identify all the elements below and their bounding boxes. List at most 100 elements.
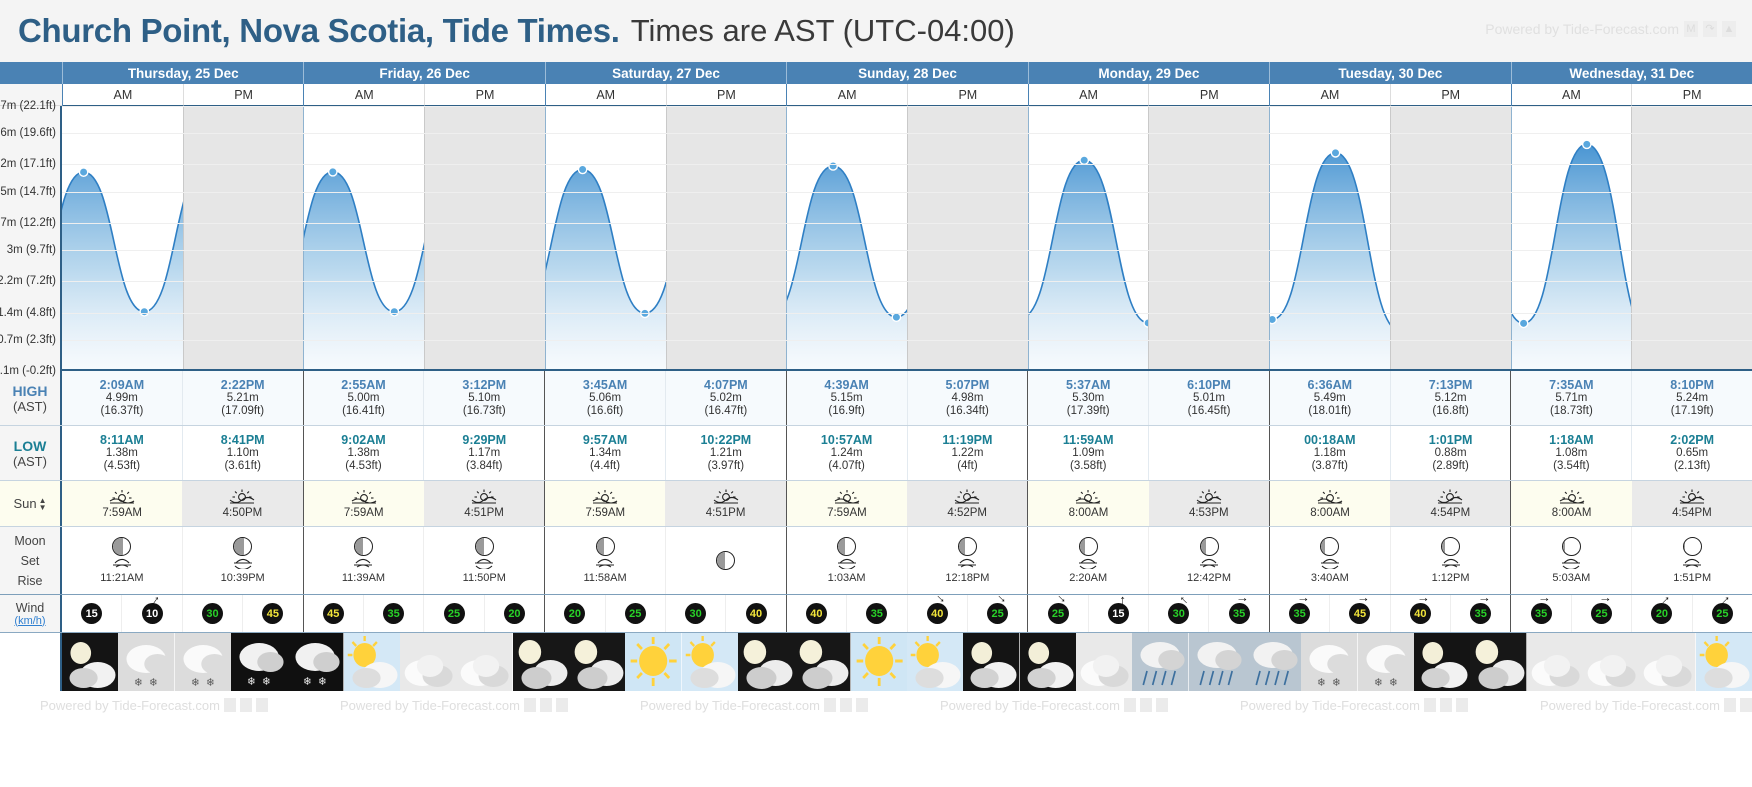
low-tide-row: LOW (AST) 8:11AM 1.38m (4.53ft) 8:41PM 1.10m… [0, 426, 1752, 481]
am-pm-day-6: AM PM [1510, 84, 1752, 106]
am-pm-day-2: AM PM [544, 84, 787, 106]
sun-set-time: 4:51PM [464, 506, 504, 519]
chart-divider-5 [665, 106, 667, 369]
wind-cell-3-2: 40 ↑ [906, 592, 967, 632]
moon-cell-2-pm [664, 527, 786, 594]
sunset-icon [954, 489, 980, 507]
sun-rise-cell-6: 8:00AM [1511, 481, 1632, 526]
sun-day-0: 7:59AM 4:50PM [62, 481, 303, 526]
weather-icon-row: ❄ ❄ ❄ ❄ ❄ ❄ ❄ ❄ ❄ ❄ ❄ ❄ [0, 633, 1752, 691]
svg-text:❄: ❄ [1332, 676, 1341, 689]
moon-rise-time: 5:03AM [1552, 572, 1591, 584]
high-tide-meters: 5.02m [709, 391, 742, 404]
low-tide-meters: 1.38m [347, 446, 380, 459]
sun-rise-cell-1: 7:59AM [303, 481, 424, 526]
weather-icon-night-cloud-0 [62, 633, 119, 691]
low-tide-cell-0-am: 8:11AM 1.38m (4.53ft) [62, 426, 182, 480]
sun-set-time: 4:50PM [222, 506, 263, 519]
moon-shadow [1562, 538, 1565, 555]
wind-row: Wind (km/h) 15 10 ↑ 30 45 45 35 25 20 20 25 30 40 40 3… [0, 591, 1752, 633]
high-tide-time: 4:39AM [824, 377, 869, 392]
am-pm-cell-0-am: AM [63, 84, 183, 106]
weather-days: ❄ ❄ ❄ ❄ ❄ ❄ ❄ ❄ ❄ ❄ ❄ ❄ [62, 633, 1752, 691]
footer-powered-label: Powered by Tide-Forecast.com [1240, 697, 1420, 713]
low-tide-day-6: 1:18AM 1.08m (3.54ft) 2:02PM 0.65m (2.13ft) [1510, 426, 1752, 480]
sunrise-icon [1075, 489, 1101, 507]
chart-divider-3 [424, 106, 426, 369]
wind-speed-badge: 35 [866, 603, 888, 624]
moon-day-4: 2:20AM 12:42PM [1027, 527, 1269, 594]
wind-unit-link[interactable]: (km/h) [14, 614, 46, 627]
wind-speed-badge: 20 [1651, 603, 1673, 624]
high-tide-day-0: 2:09AM 4.99m (16.37ft) 2:22PM 5.21m (17.09ft) [62, 371, 303, 425]
am-pm-cell-2-pm: PM [665, 84, 787, 106]
wind-cell-3-0: 40 [786, 595, 847, 632]
sunset-icon [471, 489, 497, 507]
moon-shadow [717, 552, 725, 569]
low-tide-feet: (4ft) [957, 460, 978, 472]
high-tide-cell-1-am: 2:55AM 5.00m (16.41ft) [303, 371, 424, 425]
weather-icon-cloud-night-13 [794, 633, 851, 691]
moon-rise-time: 3:40AM [1310, 572, 1349, 584]
am-pm-day-0: AM PM [62, 84, 304, 106]
wind-direction-arrow: ↑ [1537, 596, 1553, 603]
weather-icon-sun-10 [625, 633, 682, 691]
moon-phase-icon [716, 551, 736, 570]
low-tide-meters: 1.34m [589, 446, 622, 459]
wind-direction-arrow: ↑ [1296, 596, 1312, 603]
svg-text:❄: ❄ [1389, 676, 1398, 689]
low-tide-time: 00:18AM [1304, 432, 1356, 447]
moon-shadow [958, 538, 966, 555]
chart-divider-9 [1148, 106, 1150, 369]
high-tide-time: 2:22PM [220, 377, 265, 392]
weather-row-label [0, 633, 62, 691]
low-tide-days: 8:11AM 1.38m (4.53ft) 8:41PM 1.10m (3.61ft) 9:… [62, 426, 1752, 480]
moon-shadow [1079, 538, 1085, 555]
chart-divider-7 [907, 106, 908, 369]
low-tide-feet: (4.53ft) [345, 460, 382, 472]
high-tide-feet: (16.9ft) [828, 405, 865, 417]
sun-day-3: 7:59AM 4:52PM [785, 481, 1028, 526]
weather-icon-night-cloud-17 [1019, 633, 1076, 691]
chart-divider-4 [544, 106, 546, 369]
wind-cell-2-2: 30 [664, 595, 726, 632]
page-title: Church Point, Nova Scotia, Tide Times. [18, 12, 620, 49]
wind-speed-badge: 15 [1107, 603, 1129, 624]
high-tide-time: 6:36AM [1307, 377, 1353, 392]
chart-gridline-3 [62, 191, 1752, 193]
day-header-4: Monday, 29 Dec [1027, 62, 1269, 84]
wind-direction-arrow: ↑ [1477, 596, 1493, 603]
high-tide-day-1: 2:55AM 5.00m (16.41ft) 3:12PM 5.10m (16.73ft) [302, 371, 545, 425]
wind-speed-badge: 30 [201, 603, 223, 624]
page-header: Church Point, Nova Scotia, Tide Times. T… [0, 0, 1752, 62]
y-axis-tick-4: 3.7m (12.2ft) [0, 216, 56, 229]
high-tide-time: 6:10PM [1187, 377, 1231, 392]
tide-point-high-8 [578, 165, 586, 173]
footer-logo-icon-1 [1123, 698, 1136, 712]
low-tide-day-0: 8:11AM 1.38m (4.53ft) 8:41PM 1.10m (3.61ft) [62, 426, 303, 480]
wind-speed-badge: 20 [503, 603, 525, 624]
sun-set-cell-6: 4:54PM [1631, 481, 1752, 526]
am-pm-cell-5-am: AM [1270, 84, 1390, 106]
low-tide-meters: 1.22m [951, 446, 984, 459]
moonset-icon [352, 557, 374, 571]
moon-set-time: 12:42PM [1186, 572, 1232, 584]
low-tide-meters: 1.10m [226, 446, 259, 459]
y-axis-tick-5: 3m (9.7ft) [6, 244, 56, 257]
sunrise-icon [834, 489, 860, 507]
high-tide-time: 4:07PM [703, 377, 748, 392]
weather-icon-sun-cloud-5 [343, 633, 400, 691]
wind-speed-badge: 10 [141, 603, 163, 624]
high-tide-time: 3:45AM [582, 377, 628, 392]
low-tide-feet: (3.61ft) [224, 460, 261, 472]
low-tide-time: 9:02AM [341, 432, 386, 447]
weather-icon-sun-14 [850, 633, 907, 691]
low-tide-time: 8:41PM [220, 432, 265, 447]
low-tide-meters: 1.17m [468, 446, 501, 459]
high-tide-time: 2:09AM [99, 377, 145, 392]
sunrise-icon [592, 489, 618, 507]
footer-powered-label: Powered by Tide-Forecast.com [1540, 697, 1720, 713]
moon-phase-icon [474, 537, 494, 556]
high-tide-feet: (16.73ft) [462, 405, 506, 417]
low-tide-meters: 1.18m [1313, 446, 1346, 459]
